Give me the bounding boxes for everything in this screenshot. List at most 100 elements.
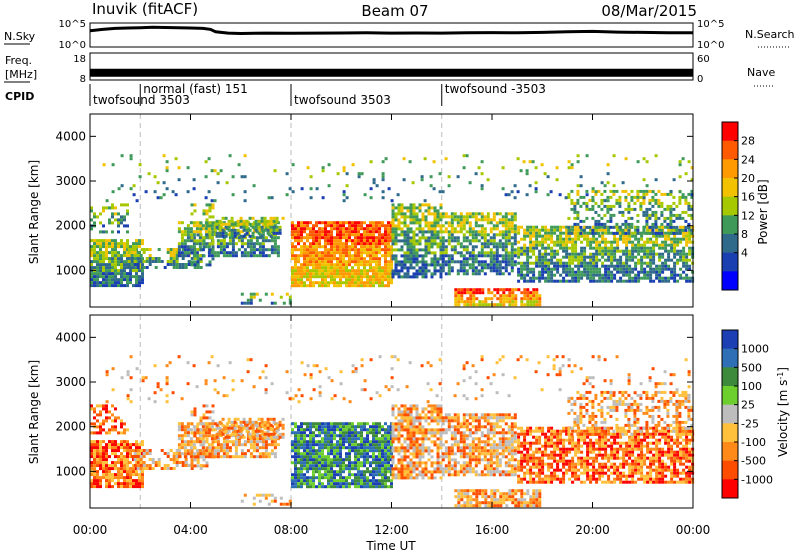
heatmap-cell bbox=[339, 425, 342, 429]
heatmap-cell bbox=[357, 263, 360, 267]
heatmap-cell bbox=[375, 269, 378, 273]
heatmap-cell bbox=[297, 227, 300, 231]
heatmap-cell bbox=[99, 455, 102, 459]
heatmap-cell bbox=[492, 224, 496, 228]
heatmap-cell bbox=[312, 254, 315, 258]
heatmap-cell bbox=[612, 184, 616, 188]
heatmap-cell bbox=[126, 464, 129, 468]
heatmap-cell bbox=[570, 198, 574, 202]
heatmap-cell bbox=[622, 261, 626, 265]
heatmap-cell bbox=[351, 257, 354, 261]
heatmap-cell bbox=[553, 261, 557, 265]
heatmap-cell bbox=[330, 263, 333, 267]
heatmap-cell bbox=[421, 248, 425, 252]
heatmap-cell bbox=[216, 422, 220, 426]
heatmap-cell bbox=[242, 222, 246, 226]
heatmap-cell bbox=[619, 237, 623, 241]
heatmap-cell bbox=[526, 270, 530, 274]
heatmap-cell bbox=[688, 249, 692, 253]
heatmap-cell bbox=[90, 461, 93, 465]
heatmap-cell bbox=[105, 404, 108, 408]
heatmap-cell bbox=[472, 297, 476, 301]
heatmap-cell bbox=[378, 248, 381, 252]
y-tick-label: 3000 bbox=[55, 174, 86, 188]
heatmap-cell bbox=[324, 470, 327, 474]
heatmap-cell bbox=[501, 260, 505, 264]
heatmap-cell bbox=[333, 269, 336, 273]
heatmap-cell bbox=[294, 425, 297, 429]
heatmap-cell bbox=[102, 464, 105, 468]
heatmap-cell bbox=[507, 272, 511, 276]
heatmap-cell bbox=[142, 464, 146, 467]
heatmap-cell bbox=[652, 261, 656, 265]
heatmap-cell bbox=[205, 212, 209, 216]
heatmap-cell bbox=[387, 275, 390, 279]
heatmap-cell bbox=[297, 434, 300, 438]
heatmap-cell bbox=[523, 234, 527, 238]
heatmap-cell bbox=[249, 292, 253, 296]
heatmap-cell bbox=[96, 284, 99, 288]
heatmap-cell bbox=[105, 407, 108, 411]
heatmap-cell bbox=[480, 218, 484, 222]
heatmap-cell bbox=[260, 417, 264, 421]
heatmap-cell bbox=[627, 204, 631, 208]
heatmap-cell bbox=[183, 242, 187, 246]
heatmap-cell bbox=[93, 251, 96, 255]
heatmap-cell bbox=[457, 288, 461, 292]
heatmap-cell bbox=[342, 443, 345, 447]
heatmap-cell bbox=[544, 267, 548, 271]
heatmap-cell bbox=[513, 239, 517, 243]
heatmap-cell bbox=[291, 431, 294, 435]
heatmap-cell bbox=[607, 276, 611, 280]
heatmap-cell bbox=[673, 255, 677, 259]
heatmap-cell bbox=[634, 267, 638, 271]
heatmap-cell bbox=[242, 234, 246, 238]
heatmap-cell bbox=[251, 426, 255, 430]
heatmap-cell bbox=[138, 254, 141, 258]
heatmap-cell bbox=[327, 242, 330, 246]
heatmap-cell bbox=[261, 437, 265, 441]
heatmap-cell bbox=[135, 443, 138, 447]
heatmap-cell bbox=[207, 227, 211, 231]
heatmap-cell bbox=[438, 172, 442, 176]
heatmap-cell bbox=[278, 231, 282, 235]
heatmap-cell bbox=[234, 446, 238, 450]
heatmap-cell bbox=[225, 181, 229, 185]
heatmap-cell bbox=[562, 237, 566, 241]
heatmap-cell bbox=[462, 221, 466, 225]
heatmap-cell bbox=[99, 440, 102, 444]
heatmap-cell bbox=[102, 245, 105, 249]
heatmap-cell bbox=[108, 443, 111, 447]
heatmap-cell bbox=[387, 239, 390, 243]
heatmap-cell bbox=[243, 190, 247, 194]
heatmap-cell bbox=[360, 248, 363, 252]
heatmap-cell bbox=[670, 228, 674, 232]
heatmap-cell bbox=[600, 192, 604, 196]
heatmap-cell bbox=[424, 263, 428, 267]
heatmap-cell bbox=[594, 201, 598, 205]
heatmap-cell bbox=[685, 258, 689, 262]
heatmap-cell bbox=[333, 485, 336, 489]
heatmap-cell bbox=[516, 190, 520, 194]
heatmap-cell bbox=[381, 272, 384, 276]
heatmap-cell bbox=[114, 425, 117, 429]
heatmap-cell bbox=[120, 221, 123, 225]
heatmap-cell bbox=[108, 281, 111, 285]
heatmap-cell bbox=[606, 207, 610, 211]
heatmap-cell bbox=[184, 461, 188, 464]
heatmap-cell bbox=[504, 242, 508, 246]
heatmap-cell bbox=[208, 260, 212, 264]
heatmap-cell bbox=[230, 432, 234, 436]
heatmap-cell bbox=[580, 234, 584, 238]
heatmap-cell bbox=[105, 467, 108, 471]
heatmap-cell bbox=[105, 443, 108, 447]
heatmap-cell bbox=[275, 423, 279, 427]
heatmap-cell bbox=[387, 251, 390, 255]
heatmap-cell bbox=[291, 230, 294, 234]
heatmap-cell bbox=[541, 225, 545, 229]
heatmap-cell bbox=[391, 233, 395, 237]
heatmap-cell bbox=[300, 266, 303, 270]
heatmap-cell bbox=[613, 237, 617, 241]
heatmap-cell bbox=[300, 284, 303, 288]
heatmap-cell bbox=[294, 239, 297, 243]
